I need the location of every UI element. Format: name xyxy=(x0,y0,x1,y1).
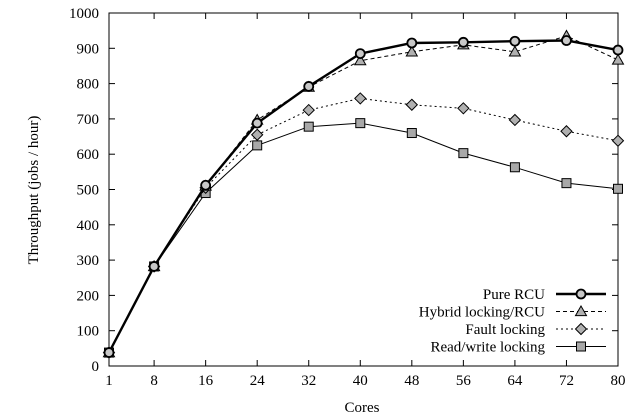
x-tick-label: 48 xyxy=(404,373,419,389)
data-point xyxy=(457,102,470,115)
data-point xyxy=(355,118,366,129)
legend-label: Hybrid locking/RCU xyxy=(419,305,545,321)
data-point xyxy=(612,44,624,56)
data-point xyxy=(303,121,314,132)
y-tick-label: 1000 xyxy=(69,6,99,22)
y-tick-label: 500 xyxy=(77,183,100,199)
data-point xyxy=(611,53,625,65)
data-point xyxy=(405,98,419,111)
data-point xyxy=(613,183,623,194)
data-point xyxy=(405,45,419,57)
x-tick-label: 72 xyxy=(559,373,574,389)
data-point xyxy=(354,92,367,105)
y-tick-label: 100 xyxy=(77,324,100,340)
data-point xyxy=(406,128,417,139)
y-tick-label: 700 xyxy=(77,112,100,128)
data-point xyxy=(354,48,366,59)
series-lines xyxy=(102,29,625,359)
y-tick-label: 200 xyxy=(77,288,100,304)
x-tick-label: 40 xyxy=(353,373,368,389)
data-point xyxy=(509,35,521,47)
series-pure-rcu xyxy=(103,35,624,358)
legend-marker xyxy=(574,322,588,336)
legend-marker xyxy=(574,304,588,317)
data-point xyxy=(561,178,572,189)
data-point xyxy=(353,54,367,66)
data-point xyxy=(561,35,572,46)
x-tick-label: 56 xyxy=(456,373,472,389)
y-tick-label: 0 xyxy=(92,359,100,375)
data-point xyxy=(302,103,315,117)
data-point xyxy=(200,179,212,191)
legend-label: Read/write locking xyxy=(430,340,545,356)
data-point xyxy=(251,117,263,129)
legend-label: Pure RCU xyxy=(483,287,545,303)
x-tick-label: 64 xyxy=(507,373,523,389)
data-point xyxy=(560,125,573,138)
x-tick-label: 24 xyxy=(250,373,266,389)
y-tick-label: 900 xyxy=(77,41,100,57)
data-point xyxy=(303,81,315,92)
x-tick-label: 1 xyxy=(105,373,113,389)
legend-marker xyxy=(575,288,587,300)
data-point xyxy=(250,128,264,141)
data-point xyxy=(611,134,625,147)
y-axis-label: Throughput (jobs / hour) xyxy=(26,116,42,265)
legend-marker xyxy=(576,341,586,352)
data-point xyxy=(457,36,469,48)
x-tick-label: 80 xyxy=(611,373,626,389)
y-tick-label: 600 xyxy=(77,147,100,163)
y-tick-label: 800 xyxy=(77,77,100,93)
data-point xyxy=(509,162,520,173)
data-point xyxy=(252,140,263,151)
x-axis-label: Cores xyxy=(345,400,380,416)
x-tick-label: 8 xyxy=(150,373,158,389)
legend-label: Fault locking xyxy=(465,322,545,338)
y-tick-label: 300 xyxy=(77,253,100,269)
data-point xyxy=(103,347,115,358)
data-point xyxy=(406,37,418,49)
data-point xyxy=(458,148,469,159)
data-point xyxy=(508,113,522,127)
data-point xyxy=(148,261,160,272)
x-tick-label: 16 xyxy=(198,373,214,389)
data-point xyxy=(508,45,522,57)
y-tick-label: 400 xyxy=(77,218,100,234)
x-tick-label: 32 xyxy=(301,373,316,389)
